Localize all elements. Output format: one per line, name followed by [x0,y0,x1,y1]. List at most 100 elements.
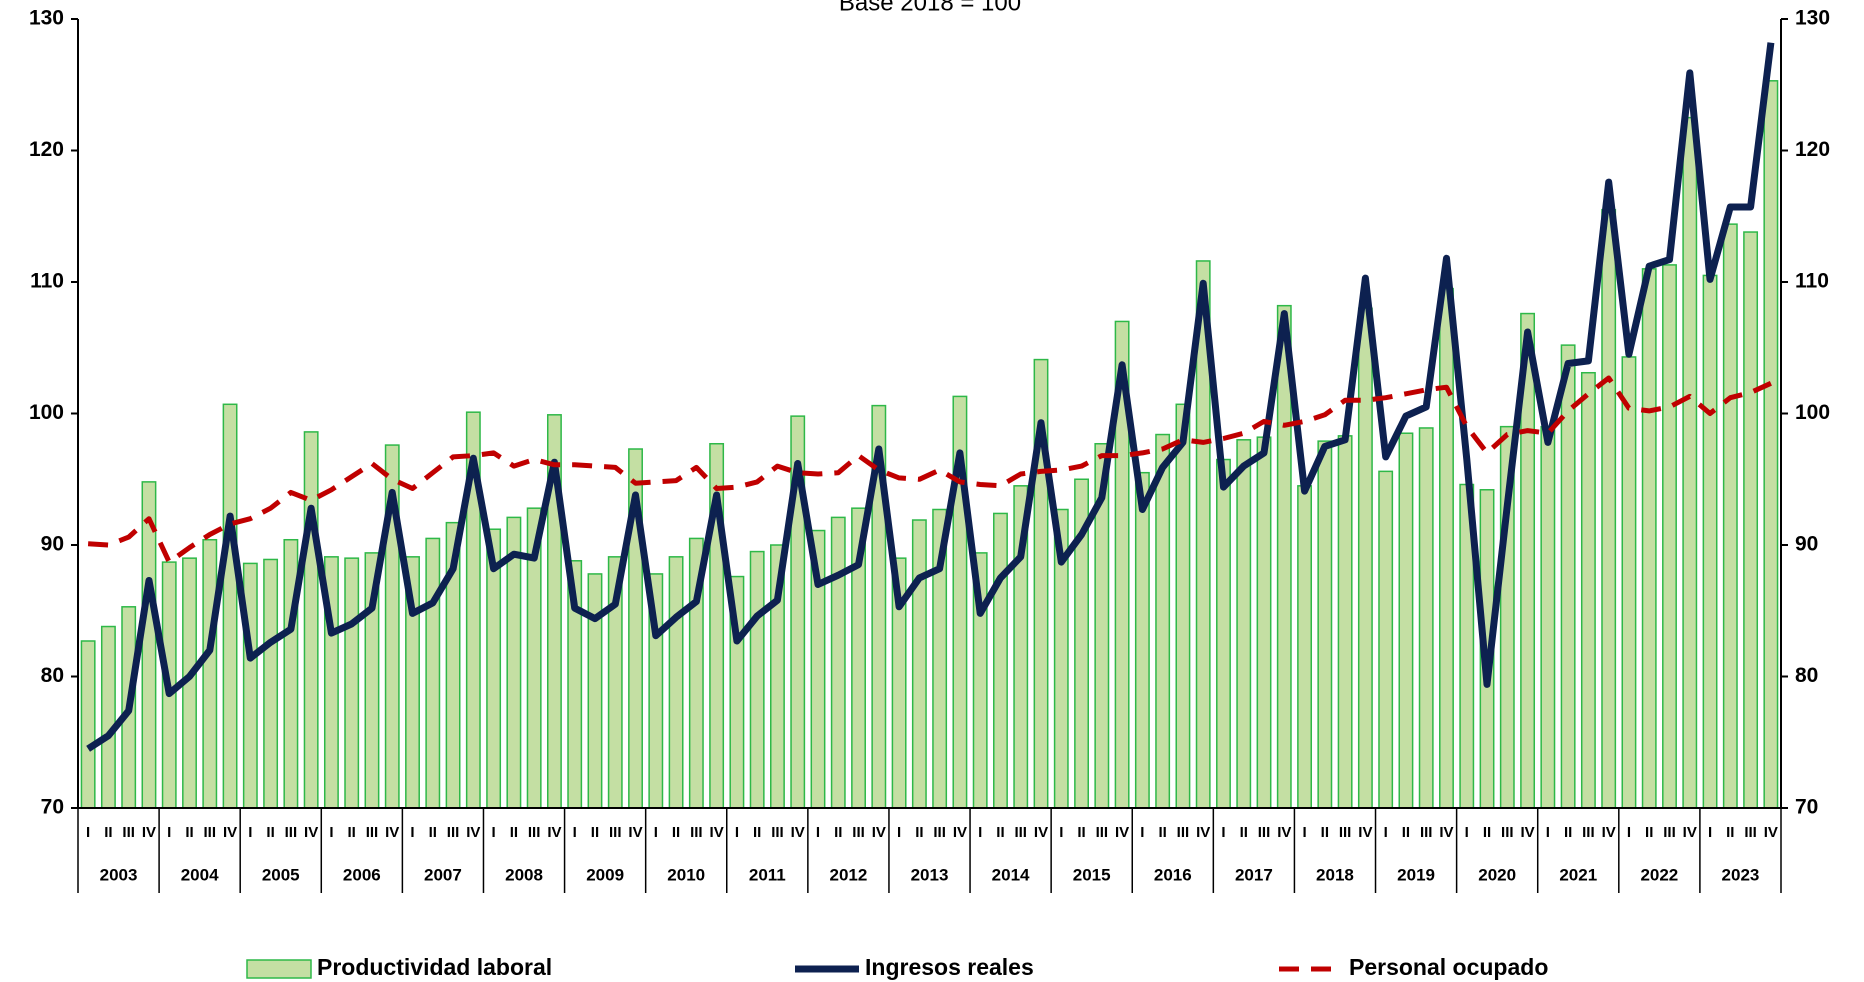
year-label: 2008 [505,865,543,884]
x-tick-label: I [410,824,414,841]
year-label: 2020 [1478,865,1516,884]
x-tick-label: I [897,824,901,841]
x-tick-label: II [1321,824,1329,841]
year-label: 2015 [1073,865,1111,884]
x-tick-label: I [1302,824,1306,841]
bar [1134,471,1150,809]
bar [100,625,116,809]
year-label: 2023 [1722,865,1760,884]
bar [425,537,441,809]
y2-tick-label: 100 [1795,401,1830,424]
x-tick-label: II [510,824,518,841]
x-tick-label: III [122,824,135,841]
x-tick-label: IV [1358,824,1372,841]
bar [80,640,96,809]
bar [1317,440,1333,809]
y2-tick-label: 80 [1795,664,1818,687]
y2-tick-label: 90 [1795,533,1818,556]
y-tick-label: 70 [41,796,64,819]
bar [1743,231,1759,809]
x-tick-label: I [86,824,90,841]
x-tick-label: III [1339,824,1352,841]
x-tick-label: IV [791,824,805,841]
legend-label: Personal ocupado [1349,954,1548,980]
year-label: 2004 [181,865,219,884]
year-label: 2018 [1316,865,1354,884]
x-tick-label: III [366,824,379,841]
x-tick-label: I [1221,824,1225,841]
x-tick-label: III [1177,824,1190,841]
bar [1297,485,1313,809]
x-tick-label: II [1483,824,1491,841]
x-tick-label: II [1402,824,1410,841]
x-tick-label: III [1582,824,1595,841]
x-tick-label: IV [628,824,642,841]
year-label: 2012 [829,865,867,884]
x-tick-label: II [185,824,193,841]
bar [1540,425,1556,809]
y-tick-label: 130 [29,7,64,30]
x-tick-label: II [1077,824,1085,841]
legend-swatch [246,959,312,979]
x-tick-label: IV [872,824,886,841]
x-tick-label: I [492,824,496,841]
bar [283,538,299,809]
x-tick-label: II [753,824,761,841]
year-label: 2011 [749,865,786,884]
x-tick-label: I [167,824,171,841]
x-tick-label: IV [304,824,318,841]
bar [1722,223,1738,809]
x-tick-label: IV [223,824,237,841]
year-label: 2013 [911,865,949,884]
x-tick-label: II [591,824,599,841]
year-label: 2014 [992,865,1030,884]
x-tick-label: II [348,824,356,841]
x-tick-label: II [1726,824,1734,841]
y-tick-label: 120 [29,138,64,161]
bar [263,558,279,809]
x-tick-label: III [1744,824,1757,841]
x-tick-label: III [204,824,217,841]
bar [222,403,238,809]
y-tick-label: 80 [41,664,64,687]
x-tick-label: IV [1115,824,1129,841]
bar [1580,371,1596,809]
y-tick-label: 100 [29,401,64,424]
bar [1357,307,1373,809]
y2-tick-label: 130 [1795,7,1830,30]
year-label: 2019 [1397,865,1435,884]
year-label: 2016 [1154,865,1192,884]
x-tick-label: III [1501,824,1514,841]
bar [1439,287,1454,809]
x-tick-label: III [1096,824,1109,841]
x-tick-label: I [1465,824,1469,841]
x-tick-label: II [266,824,274,841]
x-tick-label: IV [1439,824,1453,841]
bar [1216,458,1231,809]
bar [1175,403,1191,809]
x-tick-label: II [1564,824,1572,841]
year-label: 2009 [586,865,624,884]
x-tick-label: IV [710,824,724,841]
x-tick-label: I [248,824,252,841]
x-tick-label: I [573,824,577,841]
chart-subtitle: Base 2018 = 100 [839,0,1021,16]
x-tick-label: III [933,824,946,841]
legend-label: Ingresos reales [865,954,1034,980]
bar [668,556,684,809]
x-tick-label: I [1708,824,1712,841]
x-tick-label: II [672,824,680,841]
bar [1641,268,1657,809]
line-series [86,42,1775,752]
bar [587,573,603,809]
x-tick-label: III [528,824,541,841]
bar [1662,264,1677,809]
bar [830,516,846,809]
bar [1256,436,1272,809]
year-label: 2005 [262,865,300,884]
x-tick-label: II [104,824,112,841]
x-tick-label: II [1645,824,1653,841]
bar [1398,432,1414,809]
x-tick-label: I [654,824,658,841]
bar [303,431,319,809]
